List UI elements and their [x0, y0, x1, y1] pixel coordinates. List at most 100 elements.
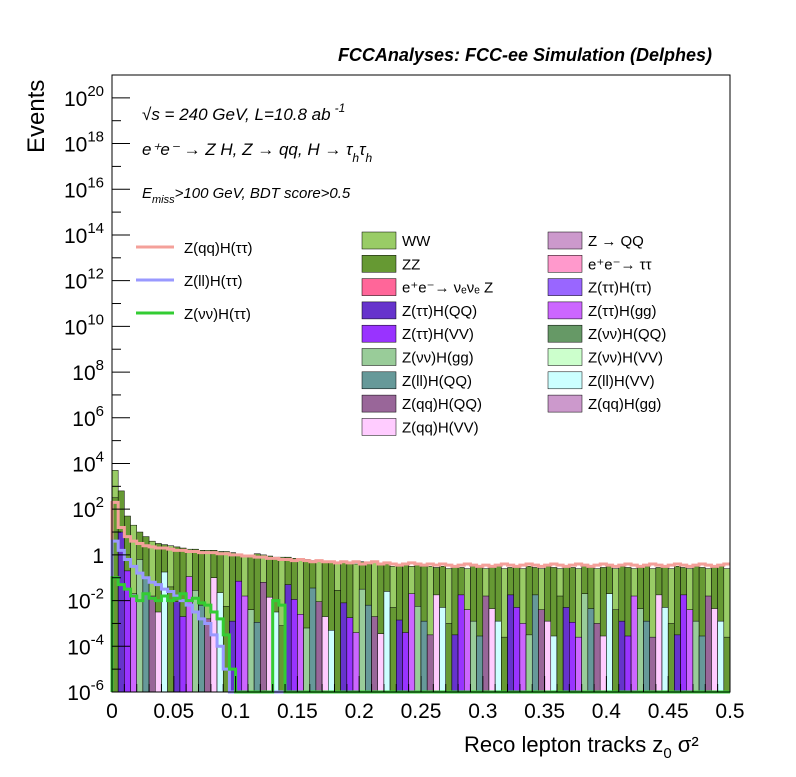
bar-component-38: [346, 617, 354, 693]
bar-component-92: [680, 594, 687, 693]
y-tick-label-1: 10-4: [67, 631, 104, 659]
legend-label-legend-bkg2-2: Z(ττ)H(ττ): [588, 280, 652, 297]
bar-component-4: [136, 559, 144, 693]
bar-component-91: [674, 634, 681, 693]
x-tick-label-6: 0.3: [468, 700, 497, 723]
bar-component-62: [494, 620, 502, 693]
bar-component-24: [260, 582, 267, 693]
bar-component-63: [501, 636, 508, 693]
bar-component-35: [328, 630, 335, 693]
stacked-bars: [111, 470, 731, 693]
annotation-process: e⁺e⁻ → Z H, Z → qq, H → τhτh: [142, 140, 372, 165]
bar-component-88: [655, 594, 663, 693]
legend-swatch-legend-bkg1-6: [361, 371, 397, 390]
bar-component-66: [519, 623, 527, 693]
bar-component-71: [550, 635, 558, 693]
bar-component-81: [612, 609, 620, 693]
bar-component-7: [155, 611, 162, 693]
y-tick-label-4: 102: [72, 494, 104, 522]
bar-component-37: [340, 602, 348, 693]
bar-component-90: [667, 623, 675, 693]
svg-text:Emiss>100 GeV, BDT score>0.5: Emiss>100 GeV, BDT score>0.5: [142, 185, 351, 206]
legend-backgrounds-col2: Z → QQ e⁺e⁻→ ττ Z(ττ)H(ττ) Z(ττ)H(gg) Z(νν)H…: [547, 231, 666, 413]
x-axis-label: Reco lepton tracks z0 σ²: [464, 732, 699, 762]
y-tick-label-5: 104: [72, 448, 104, 476]
x-axis-label-tail: σ²: [672, 732, 699, 757]
legend-label-legend-bkg1-1: ZZ: [402, 256, 420, 273]
bar-component-42: [371, 616, 378, 693]
legend-swatch-legend-bkg2-1: [547, 255, 583, 273]
series-line-0: [110, 500, 730, 692]
bar-component-40: [358, 588, 366, 693]
bar-component-41: [365, 604, 372, 693]
legend-swatch-legend-bkg1-3: [361, 301, 397, 320]
y-tick-label-11: 1016: [64, 174, 104, 202]
bar-component-73: [562, 607, 570, 693]
svg-text:e⁺e⁻ → Z H, Z → qq, H → τhτh: e⁺e⁻ → Z H, Z → qq, H → τhτh: [142, 140, 372, 165]
bar-component-29: [290, 599, 298, 693]
legend-swatch-legend-bkg2-2: [547, 278, 583, 296]
bar-component-93: [686, 609, 694, 693]
bar-component-70: [544, 620, 552, 693]
bar-component-55: [451, 634, 459, 693]
bar-component-21: [241, 595, 249, 693]
selection-rest: >100 GeV, BDT score>0.5: [175, 185, 351, 202]
bar-component-33: [315, 601, 323, 693]
bar-component-39: [352, 632, 360, 693]
bar-component-96: [705, 595, 712, 693]
y-tick-label-0: 10-6: [67, 677, 104, 705]
legend-swatch-legend-bkg2-3: [547, 301, 583, 320]
bar-component-74: [569, 622, 576, 693]
legend-label-signal-1: Z(ll)H(ττ): [184, 273, 243, 290]
legend-label-legend-bkg1-0: WW: [402, 233, 431, 250]
legend-backgrounds-col1: WW ZZ e⁺e⁻→ νₑνₑ Z Z(ττ)H(QQ) Z(ττ)H(VV) Z(νν…: [361, 231, 493, 436]
bar-component-36: [334, 590, 341, 693]
process-text: e⁺e⁻ → Z H, Z → qq, H → τ: [142, 140, 354, 159]
bar-component-67: [525, 634, 533, 693]
process-sub-2: h: [365, 151, 372, 165]
bar-component-45: [389, 607, 397, 693]
legend-label-legend-bkg1-2: e⁺e⁻→ νₑνₑ Z: [402, 280, 493, 297]
legend-label-legend-bkg1-6: Z(ll)H(QQ): [402, 373, 472, 390]
legend-swatch-legend-bkg1-0: [361, 231, 397, 250]
bar-component-85: [637, 608, 644, 693]
bar-component-60: [482, 595, 490, 693]
bar-component-97: [711, 608, 718, 693]
x-tick-label-9: 0.45: [648, 700, 689, 723]
y-tick-label-13: 1020: [64, 83, 104, 111]
y-tick-label-10: 1014: [64, 220, 104, 248]
y-tick-label-8: 1010: [64, 311, 104, 339]
legend-label-legend-bkg2-4: Z(νν)H(QQ): [588, 326, 666, 343]
legend-swatch-legend-bkg1-1: [361, 255, 397, 273]
annotation-energy: √s = 240 GeV, L=10.8 ab -1: [142, 101, 345, 124]
bar-component-30: [297, 614, 304, 693]
bar-component-11: [179, 616, 187, 693]
y-tick-label-3: 1: [92, 545, 104, 568]
bar-component-65: [513, 607, 521, 693]
bar-component-22: [247, 609, 255, 693]
legend-label-legend-bkg1-4: Z(ττ)H(VV): [402, 326, 474, 343]
legend-label-legend-bkg2-7: Z(qq)H(gg): [588, 396, 661, 413]
x-tick-label-3: 0.15: [277, 700, 318, 723]
x-tick-label-2: 0.1: [221, 700, 250, 723]
x-tick-label-0: 0: [106, 700, 118, 723]
bar-component-3: [130, 593, 137, 693]
legend-label-legend-bkg1-8: Z(qq)H(VV): [402, 419, 479, 436]
bar-component-78: [593, 623, 601, 693]
legend-label-legend-bkg2-5: Z(νν)H(VV): [588, 350, 663, 367]
legend-swatch-legend-bkg1-5: [361, 348, 397, 366]
bar-component-48: [408, 593, 416, 693]
y-tick-label-2: 10-2: [67, 586, 104, 614]
bar-component-98: [717, 620, 725, 693]
bar-component-76: [581, 593, 589, 693]
x-axis-label-main: Reco lepton tracks z: [464, 732, 663, 757]
bar-component-82: [618, 620, 626, 693]
bar-component-32: [309, 587, 317, 693]
legend-swatch-legend-bkg2-0: [547, 231, 583, 250]
legend-swatch-legend-bkg2-7: [547, 394, 583, 413]
x-tick-label-4: 0.2: [345, 700, 374, 723]
bar-component-95: [698, 635, 706, 693]
bar-component-87: [649, 636, 657, 693]
